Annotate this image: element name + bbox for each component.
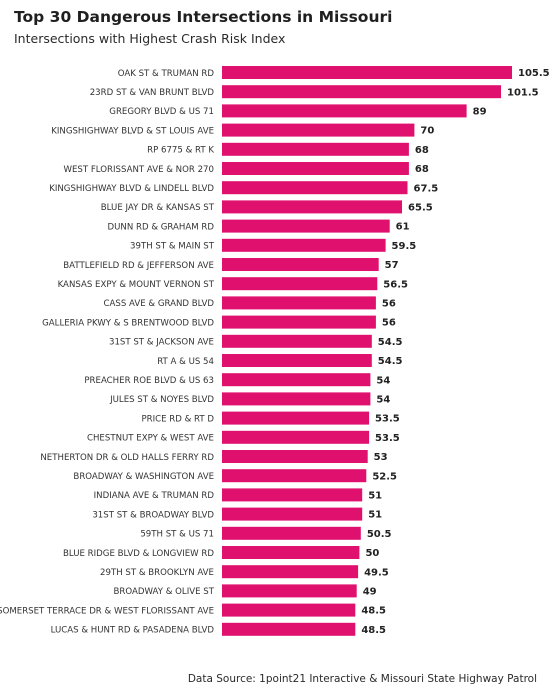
value-label: 101.5 [507, 87, 539, 98]
category-label: DUNN RD & GRAHAM RD [108, 222, 215, 232]
bar [222, 392, 371, 406]
value-label: 70 [420, 126, 434, 137]
bar [222, 162, 409, 175]
bar [222, 85, 501, 99]
category-label: RT A & US 54 [157, 357, 214, 367]
value-label: 51 [368, 491, 382, 502]
value-label: 54 [376, 375, 390, 386]
value-label: 48.5 [361, 606, 386, 617]
chart-subtitle: Intersections with Highest Crash Risk In… [14, 31, 286, 46]
value-label: 49 [363, 587, 377, 598]
value-label: 50 [365, 548, 379, 559]
value-label: 57 [385, 260, 399, 271]
bar [222, 277, 378, 291]
bar [222, 469, 367, 483]
value-label: 56.5 [383, 279, 408, 290]
bar [222, 258, 379, 271]
value-label: 52.5 [372, 471, 397, 482]
value-label-group: 105.5 101.5 89 70 68 68 67.5 65.5 61 59.5 57 56.5 56… [361, 68, 549, 636]
bar [222, 430, 370, 444]
category-label: GREGORY BLVD & US 71 [109, 107, 214, 117]
value-label: 61 [396, 222, 410, 233]
category-label: 31ST ST & JACKSON AVE [109, 338, 214, 348]
bar [222, 603, 356, 617]
category-label: BLUE RIDGE BLVD & LONGVIEW RD [63, 549, 214, 559]
value-label: 49.5 [364, 567, 389, 578]
bar [222, 354, 372, 367]
bar [222, 546, 360, 559]
bar [222, 238, 386, 252]
category-label: CHESTNUT EXPY & WEST AVE [87, 434, 214, 444]
bar [222, 334, 372, 348]
category-label: RP 6775 & RT K [147, 146, 214, 156]
category-label: CASS AVE & GRAND BLVD [104, 299, 215, 309]
bar [222, 66, 512, 79]
value-label: 56 [382, 318, 396, 329]
category-label: OAK ST & TRUMAN RD [118, 69, 215, 79]
value-label: 51 [368, 510, 382, 521]
value-label: 67.5 [414, 183, 439, 194]
value-label: 48.5 [361, 625, 386, 636]
category-label: PRICE RD & RT D [141, 414, 214, 424]
bar [222, 373, 371, 387]
category-label-group: OAK ST & TRUMAN RD 23RD ST & VAN BRUNT BL… [0, 69, 215, 636]
value-label: 53.5 [375, 414, 400, 425]
bar-group [222, 66, 512, 636]
bar [222, 181, 408, 195]
category-label: JULES ST & NOYES BLVD [109, 395, 214, 405]
bar [222, 219, 390, 233]
value-label: 54 [376, 395, 390, 406]
bar [222, 622, 356, 636]
value-label: 56 [382, 299, 396, 310]
category-label: BATTLEFIELD RD & JEFFERSON AVE [63, 261, 214, 271]
category-label: SOMERSET TERRACE DR & WEST FLORISSANT AV… [0, 606, 214, 616]
category-label: BROADWAY & OLIVE ST [114, 587, 215, 597]
data-source-note: Data Source: 1point21 Interactive & Miss… [187, 673, 537, 685]
category-label: GALLERIA PKWY & S BRENTWOOD BLVD [42, 318, 214, 328]
bar [222, 200, 402, 214]
category-label: 59TH ST & US 71 [140, 530, 214, 540]
value-label: 53 [374, 452, 388, 463]
bar [222, 411, 370, 425]
category-label: NETHERTON DR & OLD HALLS FERRY RD [40, 453, 214, 463]
bar [222, 507, 363, 521]
value-label: 54.5 [378, 337, 403, 348]
value-label: 50.5 [367, 529, 392, 540]
bar [222, 315, 376, 329]
category-label: KINGSHIGHWAY BLVD & LINDELL BLVD [49, 184, 214, 194]
category-label: 29TH ST & BROOKLYN AVE [100, 568, 214, 578]
category-label: 39TH ST & MAIN ST [130, 242, 215, 252]
chart-title: Top 30 Dangerous Intersections in Missou… [14, 8, 393, 26]
bar [222, 526, 361, 540]
category-label: BLUE JAY DR & KANSAS ST [101, 203, 215, 213]
category-label: 31ST ST & BROADWAY BLVD [92, 510, 214, 520]
value-label: 54.5 [378, 356, 403, 367]
value-label: 89 [473, 107, 487, 118]
category-label: BROADWAY & WASHINGTON AVE [73, 472, 214, 482]
bar [222, 565, 359, 579]
category-label: LUCAS & HUNT RD & PASADENA BLVD [51, 626, 215, 636]
bar [222, 296, 376, 310]
value-label: 53.5 [375, 433, 400, 444]
value-label: 105.5 [518, 68, 549, 79]
category-label: KINGSHIGHWAY BLVD & ST LOUIS AVE [51, 126, 214, 136]
category-label: WEST FLORISSANT AVE & NOR 270 [63, 165, 214, 175]
bar [222, 104, 467, 118]
bar [222, 142, 409, 156]
bar [222, 123, 415, 137]
value-label: 59.5 [392, 241, 417, 252]
category-label: KANSAS EXPY & MOUNT VERNON ST [58, 280, 215, 290]
category-label: 23RD ST & VAN BRUNT BLVD [90, 88, 215, 98]
value-label: 68 [415, 164, 429, 175]
category-label: INDIANA AVE & TRUMAN RD [94, 491, 215, 501]
category-label: PREACHER ROE BLVD & US 63 [84, 376, 214, 386]
value-label: 65.5 [408, 203, 433, 214]
bar [222, 584, 357, 598]
bar [222, 488, 363, 502]
value-label: 68 [415, 145, 429, 156]
bar [222, 450, 368, 463]
